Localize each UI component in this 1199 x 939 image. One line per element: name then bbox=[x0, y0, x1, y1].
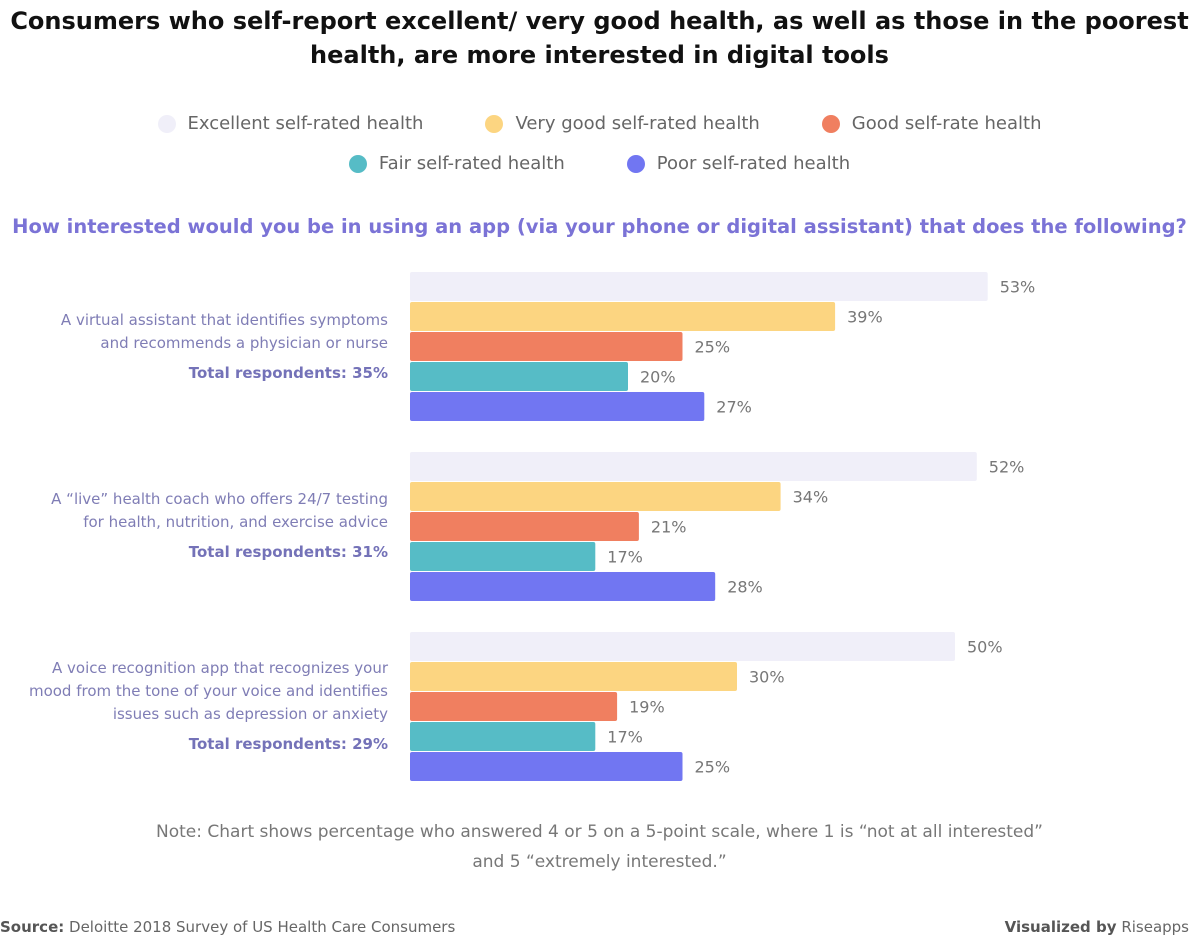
category-line: A voice recognition app that recognizes … bbox=[51, 659, 388, 677]
category-line: mood from the tone of your voice and ide… bbox=[28, 682, 388, 700]
bar bbox=[410, 752, 683, 781]
category-total: Total respondents: 31% bbox=[188, 543, 388, 561]
credit-text: Riseapps bbox=[1121, 918, 1189, 936]
bar-value-label: 50% bbox=[967, 638, 1003, 657]
category-label-2: A “live” health coach who offers 24/7 te… bbox=[0, 488, 388, 564]
legend-label: Fair self-rated health bbox=[378, 153, 565, 174]
bar bbox=[410, 302, 836, 331]
bar-value-label: 21% bbox=[651, 518, 687, 537]
legend-label: Good self-rate health bbox=[851, 113, 1042, 134]
bar bbox=[410, 632, 955, 661]
bar bbox=[410, 662, 737, 691]
chart-title: Consumers who self-report excellent/ ver… bbox=[10, 7, 1189, 69]
legend-dot bbox=[821, 114, 840, 133]
bar bbox=[410, 332, 683, 361]
category-total: Total respondents: 29% bbox=[188, 735, 388, 753]
bar-value-label: 34% bbox=[793, 488, 829, 507]
bar-value-label: 25% bbox=[695, 338, 731, 357]
bar bbox=[410, 692, 618, 721]
category-line: A virtual assistant that identifies symp… bbox=[60, 311, 388, 329]
chart-note: Note: Chart shows percentage who answere… bbox=[0, 817, 1199, 877]
legend-row-2: Fair self-rated health Poor self-rated h… bbox=[0, 153, 1199, 174]
bar bbox=[410, 272, 988, 301]
source-text: Deloitte 2018 Survey of US Health Care C… bbox=[69, 918, 456, 936]
bar-value-label: 39% bbox=[847, 308, 883, 327]
source: Source: Deloitte 2018 Survey of US Healt… bbox=[0, 918, 455, 936]
note-line: Note: Chart shows percentage who answere… bbox=[156, 822, 1043, 842]
source-label: Source: bbox=[0, 918, 65, 936]
legend-item-very-good: Very good self-rated health bbox=[485, 113, 760, 134]
bar-value-label: 30% bbox=[749, 668, 785, 687]
legend-item-fair: Fair self-rated health bbox=[348, 153, 565, 174]
category-label-1: A virtual assistant that identifies symp… bbox=[0, 309, 388, 385]
note-line: and 5 “extremely interested.” bbox=[472, 852, 727, 872]
legend-dot bbox=[626, 154, 645, 173]
legend-dot bbox=[348, 154, 367, 173]
bar bbox=[410, 482, 781, 511]
category-total: Total respondents: 35% bbox=[188, 364, 388, 382]
bar bbox=[410, 392, 705, 421]
category-line: and recommends a physician or nurse bbox=[100, 334, 388, 352]
credit: Visualized by Riseapps bbox=[1005, 918, 1189, 936]
bar-value-label: 17% bbox=[607, 548, 643, 567]
bar-value-label: 20% bbox=[640, 368, 676, 387]
legend-label: Excellent self-rated health bbox=[187, 113, 424, 134]
bar bbox=[410, 452, 977, 481]
bar-value-label: 19% bbox=[629, 698, 665, 717]
question-subtitle: How interested would you be in using an … bbox=[12, 215, 1187, 238]
category-label-3: A voice recognition app that recognizes … bbox=[0, 657, 388, 756]
legend-label: Very good self-rated health bbox=[515, 113, 760, 134]
credit-label: Visualized by bbox=[1004, 918, 1117, 936]
bar bbox=[410, 572, 716, 601]
legend-dot bbox=[157, 114, 176, 133]
legend-item-good: Good self-rate health bbox=[821, 113, 1042, 134]
bar-value-label: 52% bbox=[989, 458, 1025, 477]
bar-value-label: 53% bbox=[1000, 278, 1036, 297]
bar bbox=[410, 542, 596, 571]
bar bbox=[410, 362, 628, 391]
legend-item-poor: Poor self-rated health bbox=[626, 153, 851, 174]
legend-dot bbox=[485, 114, 504, 133]
bar bbox=[410, 512, 639, 541]
legend-row-1: Excellent self-rated health Very good se… bbox=[0, 113, 1199, 134]
legend-label: Poor self-rated health bbox=[656, 153, 851, 174]
legend-item-excellent: Excellent self-rated health bbox=[157, 113, 424, 134]
bar-value-label: 17% bbox=[607, 728, 643, 747]
category-line: issues such as depression or anxiety bbox=[112, 705, 388, 723]
category-line: A “live” health coach who offers 24/7 te… bbox=[51, 490, 388, 508]
bar-value-label: 25% bbox=[695, 758, 731, 777]
bar-value-label: 28% bbox=[727, 578, 763, 597]
bar bbox=[410, 722, 596, 751]
bar-value-label: 27% bbox=[716, 398, 752, 417]
category-line: for health, nutrition, and exercise advi… bbox=[83, 513, 388, 531]
